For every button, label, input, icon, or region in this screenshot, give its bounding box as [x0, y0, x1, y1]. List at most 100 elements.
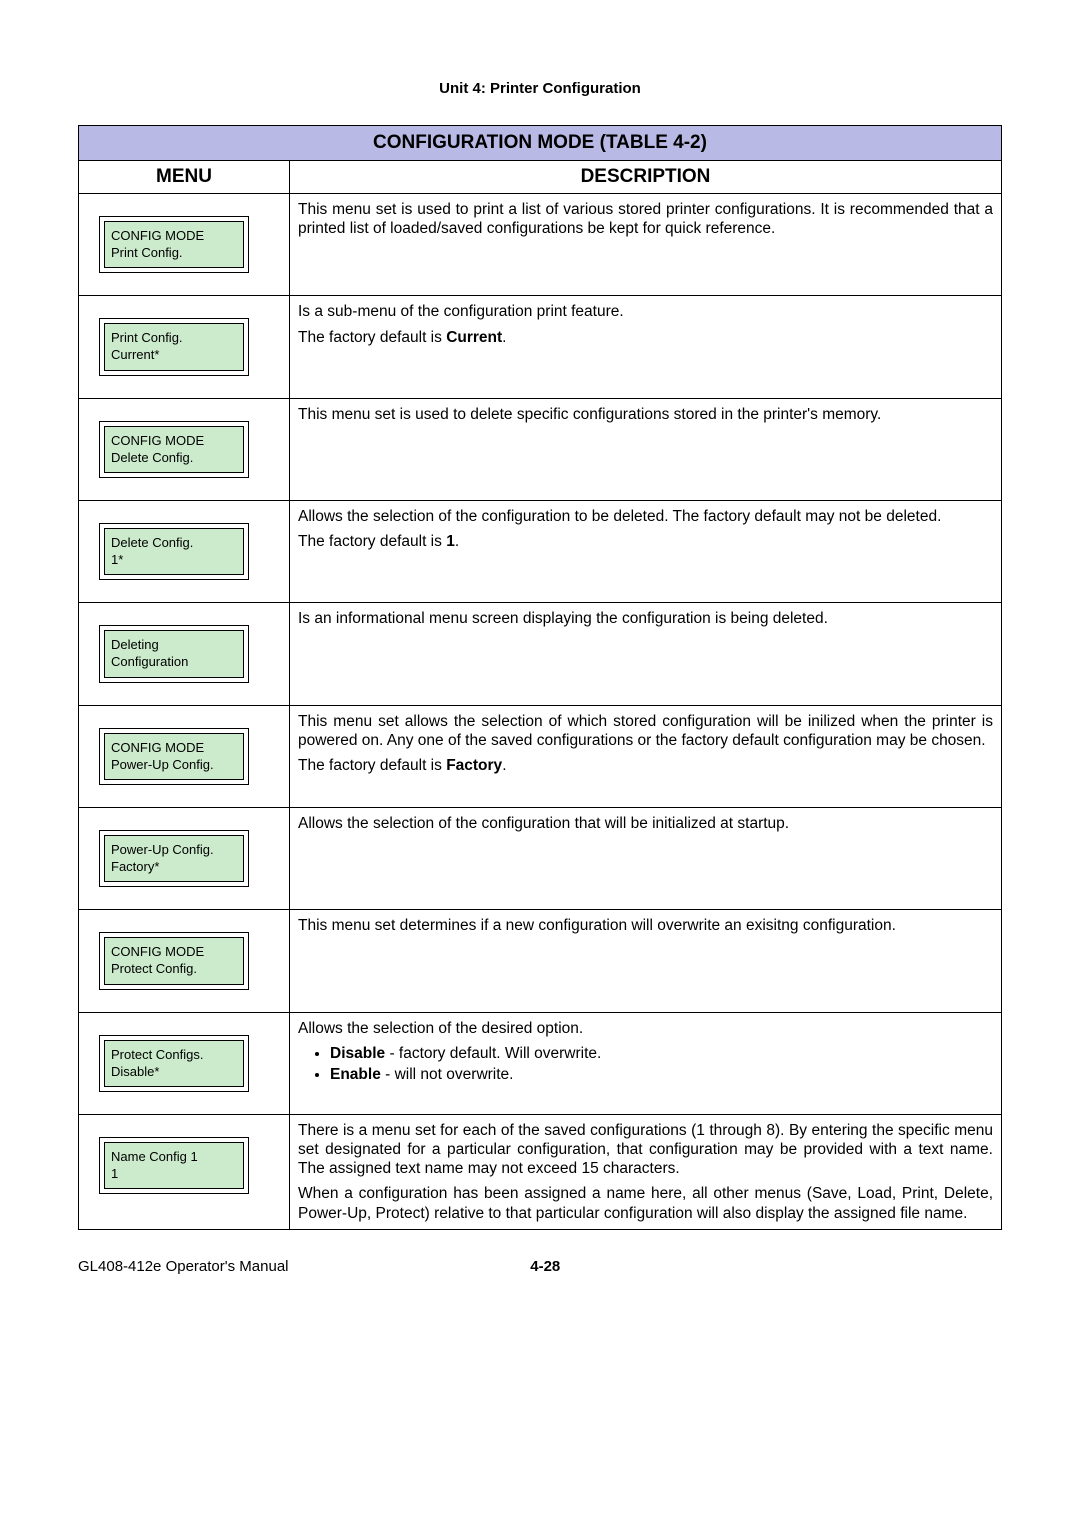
lcd-line-1: Protect Configs.: [111, 1046, 237, 1063]
menu-cell: CONFIG MODE Power-Up Config.: [79, 705, 290, 807]
text-span: .: [502, 329, 506, 346]
bold-text: 1: [446, 533, 455, 550]
description-text: Is an informational menu screen displayi…: [298, 609, 993, 628]
lcd-display: CONFIG MODE Protect Config.: [99, 932, 249, 989]
bullet-item: Enable - will not overwrite.: [330, 1065, 993, 1084]
lcd-display: Print Config. Current*: [99, 318, 249, 375]
lcd-inner: Protect Configs. Disable*: [104, 1040, 244, 1087]
column-header-description: DESCRIPTION: [290, 161, 1002, 194]
description-text: Is a sub-menu of the configuration print…: [298, 302, 993, 321]
table-title: CONFIGURATION MODE (TABLE 4-2): [79, 126, 1002, 161]
description-text: There is a menu set for each of the save…: [298, 1121, 993, 1179]
lcd-inner: CONFIG MODE Print Config.: [104, 221, 244, 268]
bold-text: Disable: [330, 1045, 385, 1062]
lcd-inner: Power-Up Config. Factory*: [104, 835, 244, 882]
table-row: CONFIG MODE Print Config. This menu set …: [79, 194, 1002, 296]
text-span: The factory default is: [298, 533, 446, 550]
text-span: The factory default is: [298, 329, 446, 346]
description-text: The factory default is Current.: [298, 328, 993, 347]
menu-cell: Delete Config. 1*: [79, 500, 290, 602]
text-span: The factory default is: [298, 757, 446, 774]
menu-cell: Deleting Configuration: [79, 603, 290, 705]
column-header-menu: MENU: [79, 161, 290, 194]
bold-text: Factory: [446, 757, 502, 774]
lcd-inner: Print Config. Current*: [104, 323, 244, 370]
lcd-inner: CONFIG MODE Delete Config.: [104, 426, 244, 473]
configuration-table: CONFIGURATION MODE (TABLE 4-2) MENU DESC…: [78, 125, 1002, 1230]
lcd-line-1: Name Config 1: [111, 1148, 237, 1165]
text-span: - will not overwrite.: [381, 1066, 514, 1083]
lcd-inner: Delete Config. 1*: [104, 528, 244, 575]
lcd-line-2: Protect Config.: [111, 960, 237, 977]
lcd-display: CONFIG MODE Print Config.: [99, 216, 249, 273]
lcd-display: CONFIG MODE Delete Config.: [99, 421, 249, 478]
lcd-inner: Deleting Configuration: [104, 630, 244, 677]
text-span: - factory default. Will overwrite.: [385, 1045, 601, 1062]
lcd-display: Delete Config. 1*: [99, 523, 249, 580]
description-cell: This menu set determines if a new config…: [290, 910, 1002, 1012]
description-text: This menu set is used to delete specific…: [298, 405, 993, 424]
table-row: CONFIG MODE Delete Config. This menu set…: [79, 398, 1002, 500]
lcd-inner: CONFIG MODE Power-Up Config.: [104, 733, 244, 780]
page-number: 4-28: [530, 1258, 560, 1275]
lcd-line-2: Print Config.: [111, 244, 237, 261]
lcd-line-1: Delete Config.: [111, 534, 237, 551]
lcd-line-2: 1: [111, 1165, 237, 1182]
lcd-line-2: Power-Up Config.: [111, 756, 237, 773]
lcd-line-1: Power-Up Config.: [111, 841, 237, 858]
lcd-line-1: CONFIG MODE: [111, 432, 237, 449]
description-cell: Allows the selection of the configuratio…: [290, 807, 1002, 909]
lcd-line-1: Deleting: [111, 636, 237, 653]
description-cell: Is an informational menu screen displayi…: [290, 603, 1002, 705]
lcd-display: Name Config 1 1: [99, 1137, 249, 1194]
description-cell: Allows the selection of the configuratio…: [290, 500, 1002, 602]
description-cell: There is a menu set for each of the save…: [290, 1114, 1002, 1229]
menu-cell: CONFIG MODE Print Config.: [79, 194, 290, 296]
description-text: Allows the selection of the configuratio…: [298, 814, 993, 833]
description-text: This menu set determines if a new config…: [298, 916, 993, 935]
bullet-item: Disable - factory default. Will overwrit…: [330, 1044, 993, 1063]
lcd-display: Deleting Configuration: [99, 625, 249, 682]
table-row: CONFIG MODE Protect Config. This menu se…: [79, 910, 1002, 1012]
lcd-line-2: Current*: [111, 346, 237, 363]
page-footer: GL408-412e Operator's Manual 4-28: [78, 1258, 1002, 1275]
menu-cell: Protect Configs. Disable*: [79, 1012, 290, 1114]
description-cell: This menu set is used to print a list of…: [290, 194, 1002, 296]
lcd-line-2: Delete Config.: [111, 449, 237, 466]
document-page: Unit 4: Printer Configuration CONFIGURAT…: [0, 0, 1080, 1315]
footer-left: GL408-412e Operator's Manual: [78, 1258, 289, 1275]
table-row: Deleting Configuration Is an information…: [79, 603, 1002, 705]
unit-header: Unit 4: Printer Configuration: [78, 80, 1002, 97]
menu-cell: Print Config. Current*: [79, 296, 290, 398]
lcd-line-1: CONFIG MODE: [111, 227, 237, 244]
table-row: Power-Up Config. Factory* Allows the sel…: [79, 807, 1002, 909]
lcd-display: Protect Configs. Disable*: [99, 1035, 249, 1092]
table-row: Print Config. Current* Is a sub-menu of …: [79, 296, 1002, 398]
menu-cell: Power-Up Config. Factory*: [79, 807, 290, 909]
description-cell: Allows the selection of the desired opti…: [290, 1012, 1002, 1114]
description-text: The factory default is Factory.: [298, 756, 993, 775]
lcd-line-1: CONFIG MODE: [111, 943, 237, 960]
description-text: This menu set is used to print a list of…: [298, 200, 993, 238]
menu-cell: CONFIG MODE Protect Config.: [79, 910, 290, 1012]
lcd-inner: Name Config 1 1: [104, 1142, 244, 1189]
bold-text: Enable: [330, 1066, 381, 1083]
table-row: Protect Configs. Disable* Allows the sel…: [79, 1012, 1002, 1114]
lcd-inner: CONFIG MODE Protect Config.: [104, 937, 244, 984]
description-text: This menu set allows the selection of wh…: [298, 712, 993, 750]
description-text: Allows the selection of the configuratio…: [298, 507, 993, 526]
lcd-line-1: Print Config.: [111, 329, 237, 346]
lcd-line-2: 1*: [111, 551, 237, 568]
table-row: Delete Config. 1* Allows the selection o…: [79, 500, 1002, 602]
description-text: When a configuration has been assigned a…: [298, 1184, 993, 1222]
lcd-line-2: Configuration: [111, 653, 237, 670]
menu-cell: CONFIG MODE Delete Config.: [79, 398, 290, 500]
lcd-line-2: Factory*: [111, 858, 237, 875]
bold-text: Current: [446, 329, 502, 346]
text-span: .: [502, 757, 506, 774]
menu-cell: Name Config 1 1: [79, 1114, 290, 1229]
description-cell: This menu set is used to delete specific…: [290, 398, 1002, 500]
lcd-display: Power-Up Config. Factory*: [99, 830, 249, 887]
description-cell: This menu set allows the selection of wh…: [290, 705, 1002, 807]
description-cell: Is a sub-menu of the configuration print…: [290, 296, 1002, 398]
